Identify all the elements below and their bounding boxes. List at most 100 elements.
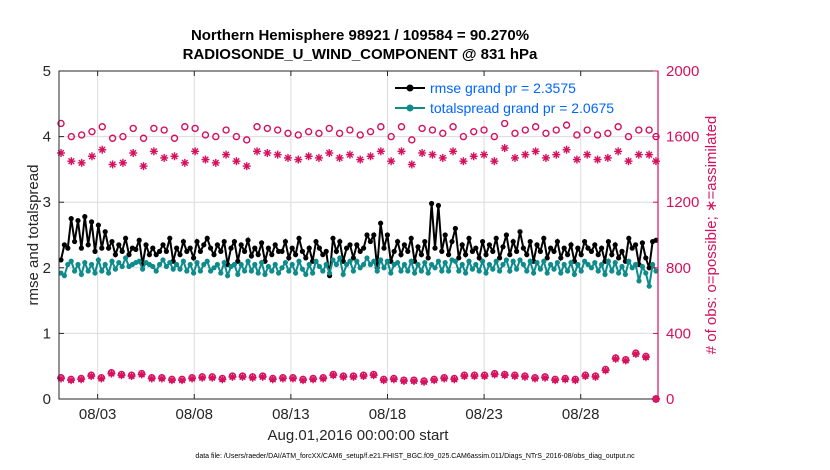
rmse-point — [446, 252, 452, 258]
rmse-point — [459, 242, 465, 248]
totalspread-point — [401, 261, 407, 268]
totalspread-point — [248, 268, 254, 274]
obs-assimilated-point — [530, 374, 539, 383]
obs-assimilated-point — [440, 374, 449, 383]
rmse-point — [554, 238, 561, 245]
rmse-point — [78, 245, 84, 251]
rmse-point — [187, 245, 193, 251]
obs-assimilated-point — [572, 155, 581, 164]
totalspread-point — [354, 258, 360, 264]
totalspread-point — [412, 270, 418, 276]
rmse-point — [541, 235, 547, 241]
rmse-point — [350, 255, 356, 261]
obs-assimilated-point — [356, 155, 365, 164]
obs-possible-point — [88, 127, 96, 136]
totalspread-point — [612, 259, 618, 266]
rmse-point — [231, 238, 237, 245]
legend-label-rmse: rmse grand pr = 2.3575 — [430, 80, 576, 96]
legend-marker-spread — [406, 104, 414, 112]
obs-possible-point — [418, 124, 426, 133]
totalspread-point — [422, 259, 428, 266]
obs-possible-point — [243, 136, 251, 144]
rmse-point — [588, 248, 595, 254]
totalspread-point — [218, 270, 224, 276]
obs-assimilated-point — [450, 375, 459, 384]
rmse-point — [174, 245, 180, 251]
obs-assimilated-point — [211, 158, 220, 167]
totalspread-point — [102, 261, 108, 268]
rmse-point — [211, 252, 217, 258]
totalspread-point — [527, 258, 533, 264]
rmse-point — [544, 255, 550, 261]
rmse-point — [255, 252, 261, 258]
obs-assimilated-point — [520, 372, 529, 381]
totalspread-point — [473, 261, 479, 268]
rmse-point — [466, 235, 472, 241]
obs-assimilated-point — [583, 150, 592, 159]
rmse-point — [265, 245, 271, 251]
obs-possible-point — [346, 126, 354, 134]
totalspread-point — [585, 261, 591, 268]
legend-marker-rmse — [406, 84, 414, 92]
obs-possible-point — [377, 123, 385, 131]
x-tick-label: 08/13 — [272, 406, 310, 423]
totalspread-point — [337, 255, 343, 261]
rmse-point — [633, 242, 639, 248]
totalspread-point — [231, 261, 237, 268]
totalspread-point — [180, 258, 186, 264]
obs-possible-point — [397, 123, 406, 131]
rmse-point — [116, 242, 122, 248]
totalspread-point — [507, 268, 513, 274]
rmse-point — [432, 245, 438, 251]
plot-area — [59, 71, 658, 399]
y-tick-label-right: 1600 — [666, 129, 699, 146]
totalspread-point — [350, 268, 356, 274]
rmse-point — [337, 238, 343, 245]
rmse-point — [279, 248, 285, 254]
rmse-point — [238, 242, 244, 248]
totalspread-point — [286, 268, 292, 274]
obs-assimilated-point — [87, 152, 96, 161]
totalspread-point — [463, 270, 469, 276]
totalspread-point — [65, 261, 71, 268]
obs-assimilated-point — [634, 150, 643, 159]
totalspread-point — [514, 266, 520, 272]
obs-assimilated-point — [248, 373, 257, 382]
obs-assimilated-point — [641, 353, 650, 362]
obs-possible-point — [170, 134, 179, 142]
rmse-point — [561, 245, 567, 251]
rmse-point — [92, 248, 98, 254]
totalspread-point — [629, 265, 635, 271]
rmse-point — [228, 245, 234, 251]
obs-assimilated-point — [420, 377, 429, 386]
totalspread-point — [503, 257, 509, 263]
rmse-point — [347, 242, 353, 248]
x-tick-label: 08/08 — [175, 406, 213, 423]
rmse-point — [609, 252, 615, 258]
x-tick-label: 08/03 — [79, 406, 117, 423]
legend-box — [388, 76, 654, 120]
rmse-point — [316, 245, 322, 251]
obs-assimilated-point — [118, 158, 127, 167]
totalspread-point — [371, 258, 377, 264]
totalspread-point — [561, 261, 567, 268]
obs-assimilated-point — [268, 375, 277, 384]
rmse-point — [551, 248, 557, 254]
obs-assimilated-point — [325, 149, 334, 157]
rmse-point — [313, 238, 319, 245]
obs-assimilated-point — [97, 374, 106, 383]
totalspread-point — [92, 270, 98, 276]
rmse-point — [643, 255, 649, 261]
totalspread-point — [299, 266, 305, 272]
obs-assimilated-point — [329, 371, 338, 380]
obs-possible-point — [459, 132, 468, 141]
rmse-point — [99, 245, 105, 251]
rmse-point — [354, 242, 360, 248]
totalspread-point — [639, 263, 646, 270]
rmse-point — [72, 238, 78, 245]
rmse-point — [333, 248, 339, 254]
rmse-point — [435, 202, 441, 209]
rmse-point — [582, 238, 588, 245]
totalspread-point — [123, 255, 129, 261]
